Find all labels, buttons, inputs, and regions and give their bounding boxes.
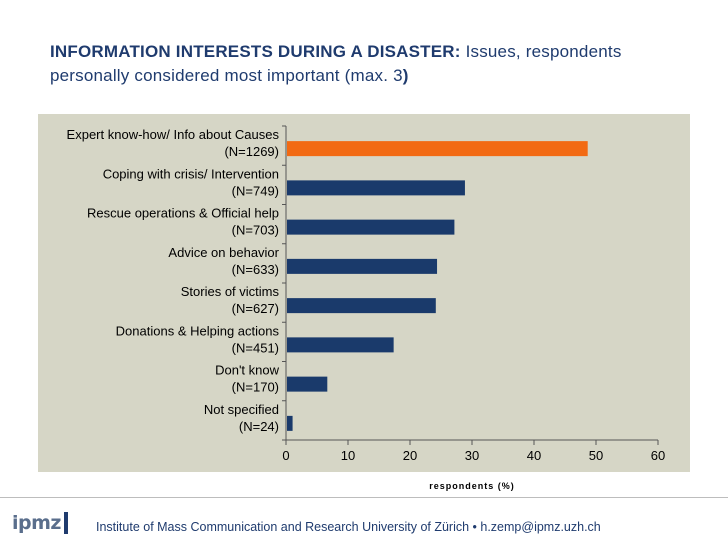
category-label: Rescue operations & Official help: [87, 206, 279, 221]
category-label: Advice on behavior: [168, 245, 279, 260]
category-n-label: (N=749): [232, 183, 279, 198]
category-label: Stories of victims: [181, 284, 280, 299]
category-n-label: (N=451): [232, 340, 279, 355]
bar: [287, 337, 394, 353]
bar: [287, 298, 436, 314]
x-tick-label: 20: [403, 448, 417, 463]
category-label: Coping with crisis/ Intervention: [103, 166, 279, 181]
x-tick-label: 10: [341, 448, 355, 463]
category-label: Donations & Helping actions: [116, 323, 280, 338]
x-tick-label: 0: [282, 448, 289, 463]
ipmz-logo: ipmz: [12, 508, 74, 538]
chart-panel: [38, 114, 690, 472]
category-label: Don't know: [215, 363, 280, 378]
bar: [287, 376, 328, 392]
category-label: Not specified: [204, 402, 279, 417]
slide-title-rest: Issues, respondents personally considere…: [50, 42, 622, 85]
bar: [287, 258, 438, 274]
x-axis-label: respondents (%): [429, 481, 515, 491]
category-n-label: (N=627): [232, 301, 279, 316]
category-n-label: (N=170): [232, 380, 279, 395]
bar: [287, 415, 293, 431]
slide-title-bold: INFORMATION INTERESTS DURING A DISASTER:: [50, 42, 461, 61]
ipmz-logo-text: ipmz: [12, 512, 61, 534]
x-tick-label: 30: [465, 448, 479, 463]
slide-title-close: ): [402, 66, 409, 85]
category-n-label: (N=633): [232, 262, 279, 277]
footer-text: Institute of Mass Communication and Rese…: [96, 520, 601, 534]
x-tick-label: 40: [527, 448, 541, 463]
x-tick-label: 50: [589, 448, 603, 463]
x-tick-label: 60: [651, 448, 665, 463]
ipmz-logo-bar: [63, 512, 68, 534]
footer-divider: [0, 497, 728, 498]
category-n-label: (N=24): [239, 419, 279, 434]
bar: [287, 219, 455, 235]
slide-title: INFORMATION INTERESTS DURING A DISASTER:…: [50, 40, 690, 88]
category-label: Expert know-how/ Info about Causes: [67, 127, 280, 142]
category-n-label: (N=703): [232, 223, 279, 238]
bar-chart: 0 10 20 30 40 50 60 respondents (%) Expert know-…: [67, 125, 665, 491]
bar: [287, 141, 588, 157]
bar: [287, 180, 465, 196]
category-n-label: (N=1269): [224, 144, 279, 159]
